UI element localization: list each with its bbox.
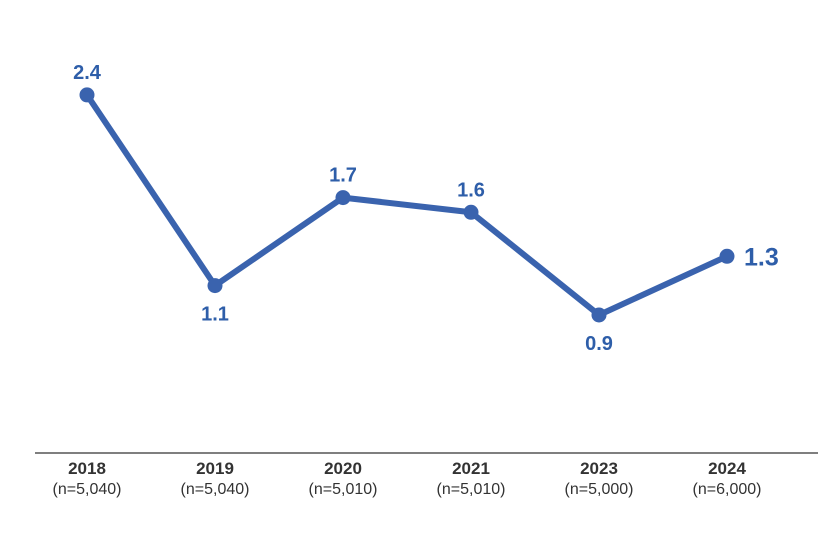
value-label-2020: 1.7 <box>329 165 357 187</box>
value-label-2021: 1.6 <box>457 179 485 201</box>
x-tick-samplesize-2020: (n=5,010) <box>309 481 378 498</box>
x-tick-year-2020: 2020 <box>324 459 362 478</box>
x-tick-year-2019: 2019 <box>196 459 234 478</box>
data-point-2019 <box>207 278 223 294</box>
x-tick-samplesize-2023: (n=5,000) <box>565 481 634 498</box>
value-label-2023: 0.9 <box>585 333 613 355</box>
x-tick-year-2018: 2018 <box>68 459 106 478</box>
value-label-2018: 2.4 <box>73 62 102 84</box>
x-tick-year-2021: 2021 <box>452 459 490 478</box>
data-point-2021 <box>463 204 479 220</box>
value-label-2019: 1.1 <box>201 304 229 326</box>
trend-line <box>84 91 730 318</box>
x-tick-samplesize-2021: (n=5,010) <box>437 481 506 498</box>
data-point-2018 <box>79 87 95 103</box>
x-tick-samplesize-2018: (n=5,040) <box>53 481 122 498</box>
x-tick-year-2023: 2023 <box>580 459 618 478</box>
data-point-2024 <box>719 248 735 264</box>
value-label-2024: 1.3 <box>744 243 779 271</box>
x-tick-year-2024: 2024 <box>708 459 746 478</box>
x-tick-samplesize-2024: (n=6,000) <box>693 481 762 498</box>
x-tick-samplesize-2019: (n=5,040) <box>181 481 250 498</box>
data-point-2023 <box>591 307 607 323</box>
data-point-2020 <box>335 190 351 206</box>
